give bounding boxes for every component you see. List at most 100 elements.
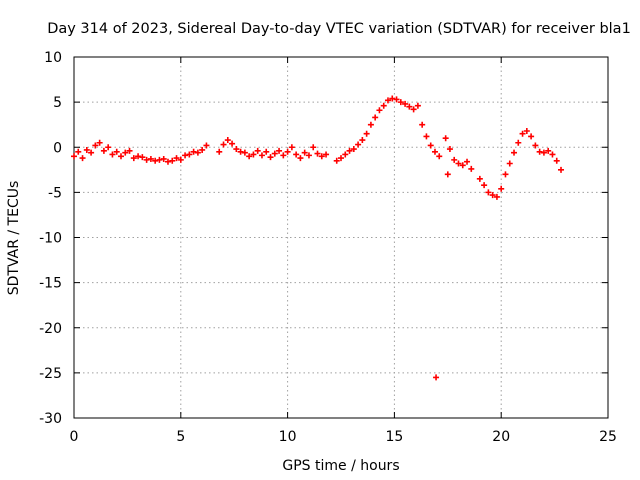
y-tick-label: -15 — [39, 276, 62, 292]
y-tick-label: -5 — [48, 185, 62, 201]
data-point — [135, 153, 142, 160]
data-point — [164, 158, 171, 165]
data-point — [237, 148, 244, 155]
data-point — [216, 148, 223, 155]
x-tick-label: 5 — [176, 429, 185, 445]
data-point — [355, 141, 362, 148]
y-tick-label: 5 — [53, 95, 62, 111]
y-tick-label: -25 — [39, 366, 62, 382]
data-point — [372, 114, 379, 121]
data-point — [338, 155, 344, 162]
data-point — [359, 137, 366, 144]
data-point — [558, 166, 565, 173]
data-point — [493, 193, 500, 200]
data-point — [297, 155, 304, 162]
data-point — [536, 148, 543, 155]
data-point — [182, 152, 189, 159]
data-point — [350, 146, 357, 153]
data-point — [79, 155, 86, 162]
data-point — [271, 150, 278, 157]
data-point — [468, 165, 475, 172]
data-point — [152, 157, 159, 164]
data-point — [100, 147, 107, 154]
data-point — [169, 157, 176, 164]
data-point — [459, 162, 466, 169]
data-point — [414, 102, 421, 109]
data-point — [105, 144, 112, 151]
data-point — [288, 144, 295, 151]
data-point — [241, 149, 248, 156]
data-point — [397, 99, 404, 106]
data-point — [96, 139, 103, 146]
data-point — [389, 95, 396, 102]
data-point — [318, 153, 325, 160]
data-point — [301, 149, 308, 156]
data-point — [258, 152, 265, 159]
y-axis-label: SDTVAR / TECUs — [6, 181, 22, 296]
x-tick-label: 0 — [70, 429, 79, 445]
axis-ticks: 0 5 10 15 20 25 10 5 0 -5 -10 -15 -20 -25 -30 — [39, 50, 617, 445]
data-point — [71, 153, 77, 160]
data-point — [280, 152, 287, 159]
data-point — [199, 146, 206, 153]
x-tick-label: 20 — [492, 429, 510, 445]
grid-lines — [74, 57, 608, 418]
data-point — [75, 148, 82, 155]
data-point — [515, 139, 522, 146]
data-point — [160, 155, 167, 162]
data-point — [254, 147, 261, 154]
data-point — [376, 107, 383, 114]
data-point — [203, 142, 210, 149]
data-point — [549, 151, 556, 158]
data-point — [498, 185, 505, 192]
y-tick-label: -10 — [39, 231, 62, 247]
data-point — [276, 147, 283, 154]
data-point — [186, 151, 193, 158]
data-point — [384, 97, 391, 104]
data-point — [246, 153, 253, 160]
x-tick-label: 15 — [385, 429, 403, 445]
data-point — [293, 151, 300, 158]
data-point — [367, 121, 374, 128]
data-point — [481, 182, 488, 189]
data-point — [442, 135, 449, 142]
data-point — [511, 149, 518, 156]
data-point — [519, 130, 526, 137]
data-point — [310, 144, 317, 151]
data-point — [224, 137, 231, 144]
y-tick-label: 0 — [53, 140, 62, 156]
data-point — [156, 156, 163, 163]
data-point — [489, 192, 496, 199]
data-point — [177, 156, 184, 163]
data-point — [446, 146, 453, 153]
data-point — [190, 148, 197, 155]
data-point — [143, 156, 150, 163]
data-point — [233, 146, 240, 153]
data-point — [502, 171, 509, 178]
data-point — [406, 103, 413, 110]
data-point — [173, 155, 180, 162]
data-point — [363, 130, 370, 137]
chart-title: Day 314 of 2023, Sidereal Day-to-day VTE… — [47, 21, 631, 37]
data-point — [444, 171, 451, 178]
data-point — [528, 133, 535, 140]
x-tick-label: 25 — [599, 429, 617, 445]
data-point — [523, 128, 530, 135]
data-point — [427, 142, 434, 149]
data-point — [83, 146, 90, 153]
data-point — [485, 189, 492, 196]
data-point — [380, 102, 387, 109]
data-point — [122, 149, 129, 156]
y-tick-label: 10 — [44, 50, 62, 66]
data-point — [333, 157, 340, 164]
data-point — [194, 149, 201, 156]
data-point — [147, 155, 154, 162]
data-point — [451, 156, 458, 163]
data-point — [342, 151, 349, 158]
data-point — [553, 157, 560, 164]
data-point — [305, 152, 312, 159]
data-point — [476, 175, 483, 182]
data-point — [545, 147, 552, 154]
data-point — [126, 147, 133, 154]
